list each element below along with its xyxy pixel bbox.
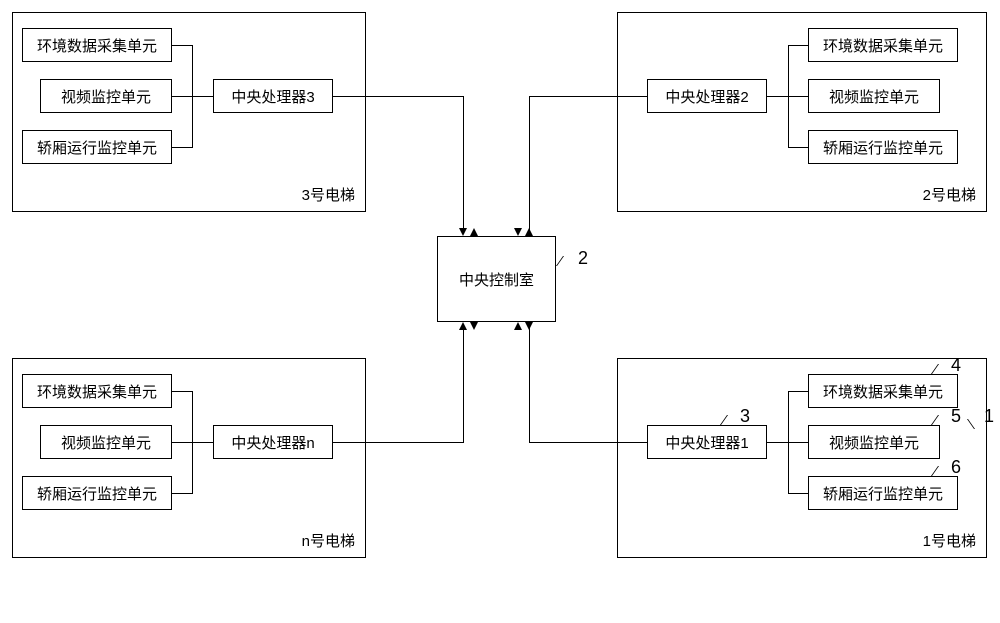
callout-number-5: 5: [951, 406, 961, 427]
elevator1-video-label: 视频监控单元: [829, 432, 919, 453]
elevatorN-cpu-label: 中央处理器n: [231, 432, 314, 453]
central-control-label: 中央控制室: [459, 269, 534, 290]
connector: [192, 45, 193, 148]
callout-number-1: 1: [984, 406, 994, 427]
arrow-icon: [514, 228, 522, 236]
elevator2-video-label: 视频监控单元: [829, 86, 919, 107]
callout-number-4: 4: [951, 355, 961, 376]
arrow-icon: [470, 322, 478, 330]
connector: [788, 45, 808, 46]
elevator1-env-label: 环境数据采集单元: [823, 381, 943, 402]
panel-label-elevator-3: 3号电梯: [302, 184, 355, 205]
elevator2-car-label: 轿厢运行监控单元: [823, 137, 943, 158]
elevator3-car-label: 轿厢运行监控单元: [37, 137, 157, 158]
elevator2-cpu-label: 中央处理器2: [665, 86, 748, 107]
connector: [529, 327, 530, 443]
elevatorN-car-unit: 轿厢运行监控单元: [22, 476, 172, 510]
elevator3-cpu-label: 中央处理器3: [231, 86, 314, 107]
elevator3-cpu: 中央处理器3: [213, 79, 333, 113]
arrow-icon: [514, 322, 522, 330]
panel-label-elevator-1: 1号电梯: [923, 530, 976, 551]
callout-number-3: 3: [740, 406, 750, 427]
elevatorN-cpu: 中央处理器n: [213, 425, 333, 459]
connector: [463, 327, 464, 443]
elevatorN-video-unit: 视频监控单元: [40, 425, 172, 459]
elevator1-cpu-label: 中央处理器1: [665, 432, 748, 453]
elevator3-video-label: 视频监控单元: [61, 86, 151, 107]
central-control-box: 中央控制室: [437, 236, 556, 322]
elevator1-car-unit: 轿厢运行监控单元: [808, 476, 958, 510]
connector: [788, 147, 808, 148]
elevator2-car-unit: 轿厢运行监控单元: [808, 130, 958, 164]
panel-label-elevator-2: 2号电梯: [923, 184, 976, 205]
connector: [333, 96, 463, 97]
elevator2-env-unit: 环境数据采集单元: [808, 28, 958, 62]
elevator1-video-unit: 视频监控单元: [808, 425, 940, 459]
connector: [788, 391, 789, 494]
connector: [192, 391, 193, 494]
elevator2-cpu: 中央处理器2: [647, 79, 767, 113]
connector: [463, 96, 464, 231]
connector: [172, 493, 192, 494]
elevatorN-env-unit: 环境数据采集单元: [22, 374, 172, 408]
arrow-icon: [525, 322, 533, 330]
connector: [172, 391, 192, 392]
callout-number-2: 2: [578, 248, 588, 269]
arrow-icon: [459, 228, 467, 236]
connector: [788, 391, 808, 392]
connector: [788, 493, 808, 494]
connector: [529, 96, 647, 97]
connector: [529, 96, 530, 231]
elevator1-cpu: 中央处理器1: [647, 425, 767, 459]
connector: [172, 45, 192, 46]
connector: [333, 442, 463, 443]
elevator3-env-label: 环境数据采集单元: [37, 35, 157, 56]
connector: [172, 147, 192, 148]
callout-number-6: 6: [951, 457, 961, 478]
elevator3-video-unit: 视频监控单元: [40, 79, 172, 113]
arrow-icon: [459, 322, 467, 330]
elevator1-env-unit: 环境数据采集单元: [808, 374, 958, 408]
connector: [788, 45, 789, 148]
elevator2-env-label: 环境数据采集单元: [823, 35, 943, 56]
connector: [529, 442, 647, 443]
elevator1-car-label: 轿厢运行监控单元: [823, 483, 943, 504]
elevator3-env-unit: 环境数据采集单元: [22, 28, 172, 62]
elevatorN-env-label: 环境数据采集单元: [37, 381, 157, 402]
panel-label-elevator-n: n号电梯: [302, 530, 355, 551]
elevator2-video-unit: 视频监控单元: [808, 79, 940, 113]
elevatorN-car-label: 轿厢运行监控单元: [37, 483, 157, 504]
elevatorN-video-label: 视频监控单元: [61, 432, 151, 453]
arrow-icon: [470, 228, 478, 236]
elevator3-car-unit: 轿厢运行监控单元: [22, 130, 172, 164]
diagram-canvas: 中央控制室 2 3号电梯 环境数据采集单元 视频监控单元 轿厢运行监控单元 中央…: [0, 0, 1000, 623]
arrow-icon: [525, 228, 533, 236]
